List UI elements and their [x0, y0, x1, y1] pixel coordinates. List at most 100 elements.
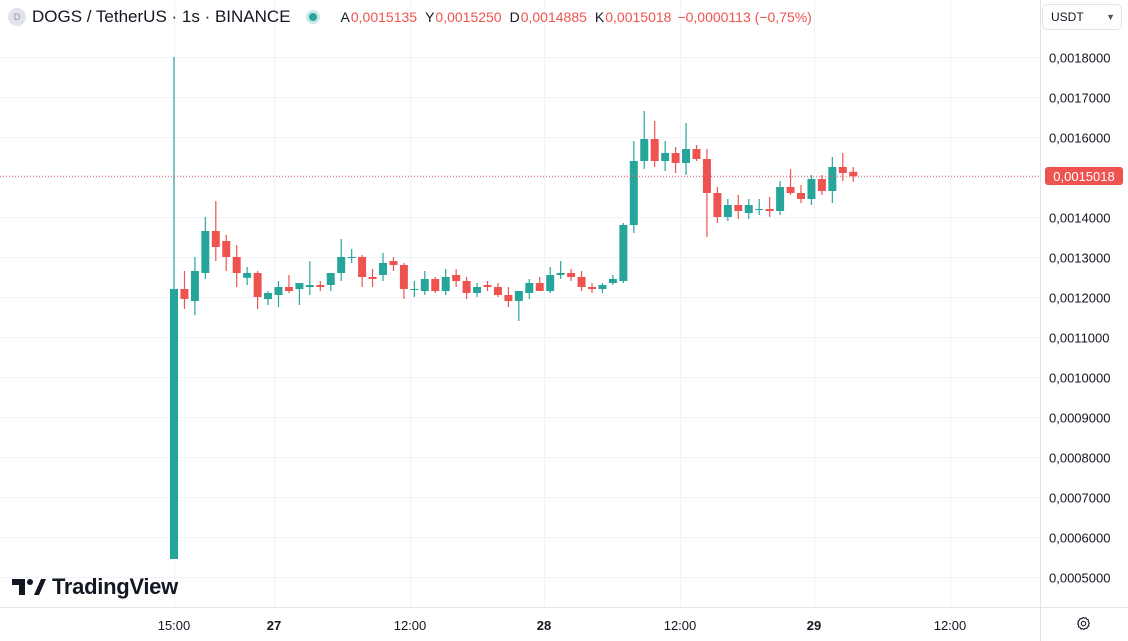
price-tick-label: 0,0011000 — [1049, 330, 1110, 345]
candle — [462, 277, 471, 299]
chevron-down-icon: ▼ — [1106, 12, 1115, 22]
close-value: 0,0015018 — [605, 9, 672, 25]
candle — [546, 267, 555, 293]
tradingview-logo[interactable]: TradingView — [12, 574, 178, 600]
candle-body — [629, 161, 638, 225]
time-tick-label: 28 — [536, 618, 552, 633]
price-tick-label: 0,0005000 — [1049, 570, 1111, 585]
candle — [358, 255, 367, 287]
candle-body — [347, 257, 356, 258]
candle — [765, 197, 774, 217]
price-tick-label: 0,0012000 — [1049, 290, 1111, 305]
candle-body — [274, 287, 283, 295]
candle — [525, 279, 534, 299]
candle-body — [608, 279, 617, 283]
symbol-logo-icon[interactable]: D — [8, 8, 26, 26]
candle-body — [483, 285, 492, 287]
candle — [180, 271, 189, 309]
symbol-legend: D DOGS / TetherUS · 1s · BINANCE A 0,001… — [8, 6, 812, 28]
candle-body — [326, 273, 335, 285]
candles — [170, 57, 858, 559]
time-tick-label: 27 — [266, 618, 282, 633]
chart-plot-area[interactable] — [0, 0, 1040, 607]
candle-body — [379, 263, 387, 275]
candle — [170, 57, 178, 559]
candle-body — [661, 153, 670, 161]
candle — [671, 147, 680, 173]
candle-body — [420, 279, 429, 291]
candle-body — [232, 257, 241, 273]
candle-body — [817, 179, 826, 191]
candle-body — [368, 277, 377, 279]
candle — [849, 167, 858, 182]
high-value: 0,0015250 — [435, 9, 502, 25]
candle-body — [838, 167, 847, 173]
candle-body — [431, 279, 440, 291]
candle-body — [546, 275, 555, 291]
candle — [483, 281, 492, 291]
candle-body — [358, 257, 367, 277]
time-tick-label: 12:00 — [663, 618, 697, 633]
candle — [786, 169, 795, 195]
candle — [504, 287, 513, 307]
candle-body — [462, 281, 471, 293]
candle-body — [640, 139, 649, 161]
price-tick-label: 0,0017000 — [1049, 90, 1111, 105]
time-tick-label: 29 — [806, 618, 822, 633]
candle — [347, 249, 356, 263]
candle-body — [410, 289, 419, 290]
candle-body — [723, 205, 732, 217]
candle — [682, 123, 691, 175]
candle-body — [180, 289, 189, 299]
candle-body — [744, 205, 753, 213]
candle-body — [504, 295, 513, 301]
candle — [702, 149, 711, 237]
candle — [420, 271, 429, 295]
candle — [232, 245, 241, 287]
candle — [493, 283, 502, 297]
price-axis[interactable]: 0,00180000,00170000,00160000,00150000,00… — [1040, 0, 1128, 607]
candle-body — [755, 209, 764, 210]
candle-body — [692, 149, 701, 159]
candle — [588, 283, 596, 293]
candle — [379, 253, 387, 281]
high-label: Y — [425, 9, 435, 25]
candle-body — [337, 257, 346, 273]
grid-lines — [0, 0, 1040, 607]
currency-select[interactable]: USDT ▼ — [1042, 4, 1122, 30]
candle — [755, 199, 764, 215]
candle — [316, 281, 325, 291]
open-value: 0,0015135 — [350, 9, 418, 25]
tradingview-wordmark: TradingView — [52, 574, 178, 599]
candle — [201, 217, 210, 279]
candle — [295, 283, 304, 305]
candle — [776, 181, 785, 215]
candle — [337, 239, 346, 281]
candle — [608, 275, 617, 285]
candle-body — [452, 275, 461, 281]
candle — [305, 261, 314, 295]
market-open-status-icon — [308, 13, 317, 21]
candle — [556, 261, 565, 279]
price-tick-label: 0,0018000 — [1049, 50, 1111, 65]
candle — [619, 223, 628, 283]
candle-body — [713, 193, 722, 217]
settings-gear-icon[interactable] — [1075, 616, 1091, 632]
candle — [734, 195, 743, 219]
price-tick-label: 0,0008000 — [1049, 450, 1111, 465]
candle — [817, 175, 826, 195]
candle-body — [305, 285, 314, 287]
candle-body — [243, 273, 252, 278]
candle-body — [702, 159, 711, 193]
symbol-title[interactable]: DOGS / TetherUS · 1s · BINANCE — [32, 7, 291, 26]
low-label: D — [509, 9, 520, 25]
candle — [797, 185, 805, 203]
candle — [211, 201, 220, 261]
candle — [452, 269, 461, 287]
candle — [399, 263, 408, 299]
time-axis[interactable]: 15:00 27 12:00 28 12:00 29 12:00 — [0, 607, 1040, 641]
candle — [661, 141, 670, 171]
candle — [577, 271, 586, 291]
candle-body — [222, 241, 231, 257]
price-tick-label: 0,0010000 — [1049, 370, 1111, 385]
